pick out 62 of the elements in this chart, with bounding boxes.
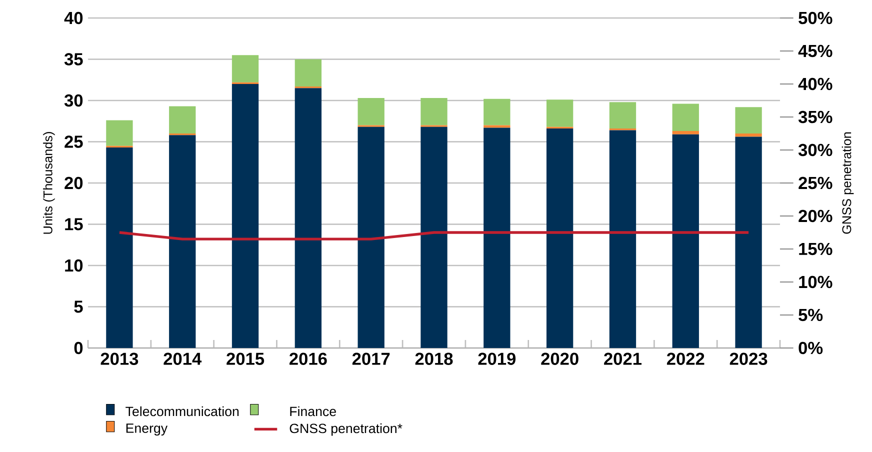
bar: [484, 98, 510, 126]
x-tick-label: 2017: [352, 352, 390, 365]
y2-tick-label: 5%: [798, 308, 823, 322]
bar: [609, 102, 636, 129]
x-tick-label: 2013: [100, 352, 138, 365]
bar: [672, 134, 699, 348]
x-tick-label: 2014: [164, 352, 202, 365]
bar: [358, 98, 384, 126]
y-tick-label: 10: [65, 259, 83, 272]
x-tick-label: 2021: [604, 352, 642, 365]
y2-tick-label: 45%: [798, 44, 832, 58]
y-tick-label: 30: [64, 94, 83, 107]
bar: [609, 130, 636, 348]
bar: [294, 88, 322, 348]
bar: [358, 126, 384, 348]
bar: [169, 135, 196, 348]
y-tick-label: 40: [64, 12, 83, 24]
x-tick-label: 2022: [666, 352, 704, 365]
x-tick-label: 2015: [226, 352, 264, 365]
y2-axis-title: GNSS penetration: [842, 132, 854, 234]
y2-tick-label: 15%: [799, 242, 832, 256]
bar: [672, 131, 699, 134]
y2-tick-label: 20%: [798, 210, 832, 222]
y-tick-label: 5: [74, 300, 83, 313]
bar: [420, 98, 448, 126]
y2-tick-label: 10%: [799, 276, 832, 288]
bar: [735, 133, 762, 137]
bar: [546, 100, 574, 127]
x-tick-label: 2023: [730, 352, 768, 365]
bar: [106, 148, 133, 348]
x-tick-label: 2016: [290, 352, 327, 365]
bar: [232, 84, 259, 348]
bar: [484, 128, 510, 348]
x-tick-label: 2018: [415, 352, 453, 365]
bar: [735, 107, 762, 134]
y2-tick-label: 0%: [798, 342, 823, 354]
y-tick-label: 0: [74, 342, 83, 354]
bar: [546, 128, 574, 348]
legend-label: Finance: [290, 406, 336, 416]
y-tick-label: 20: [64, 176, 83, 190]
legend-label: Telecommunication: [126, 406, 239, 416]
bar: [735, 136, 762, 348]
x-tick-label: 2019: [478, 352, 516, 365]
y-axis-title: Units (Thousands): [43, 132, 55, 234]
x-tick-label: 2020: [541, 352, 578, 365]
y2-tick-label: 30%: [798, 144, 832, 156]
bar: [232, 55, 259, 82]
y-tick-label: 15: [65, 218, 83, 230]
bar: [106, 120, 133, 146]
bar: [294, 59, 322, 86]
y-tick-label: 25: [64, 136, 83, 148]
y2-tick-label: 25%: [798, 176, 832, 190]
y2-tick-label: 35%: [798, 110, 832, 124]
y2-tick-label: 40%: [798, 78, 832, 90]
bar: [672, 104, 699, 132]
bar: [169, 106, 196, 134]
y-tick-label: 35: [64, 53, 83, 66]
y2-tick-label: 50%: [798, 12, 832, 24]
legend-label: GNSS penetration*: [290, 423, 402, 436]
bar: [484, 125, 510, 128]
legend-label: Energy: [126, 424, 168, 436]
bar: [420, 126, 448, 348]
